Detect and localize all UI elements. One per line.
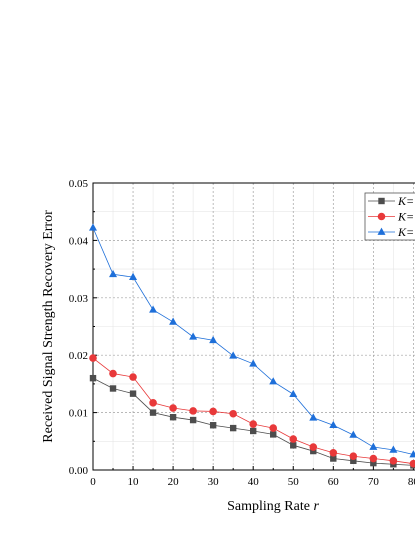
series-triangle — [89, 223, 415, 458]
data-point-circle — [389, 457, 398, 465]
x-axis-title: Sampling Rate r — [227, 499, 319, 514]
y-axis-title: Received Signal Strength Recovery Error — [41, 210, 56, 443]
x-tick-label: 60 — [328, 476, 340, 488]
data-point-circle — [169, 404, 177, 412]
legend: K=K=K= — [364, 192, 415, 241]
data-point-triangle — [149, 305, 158, 313]
data-point-triangle — [369, 442, 378, 450]
legend-label: K= — [397, 210, 414, 224]
data-point-circle — [309, 443, 318, 451]
data-point-circle — [369, 454, 378, 463]
data-point-square — [330, 455, 337, 462]
data-point-triangle — [309, 413, 318, 421]
x-tick-label: 80 — [408, 476, 415, 488]
data-point-triangle — [189, 332, 198, 340]
axis-ticks: 0 10 20 30 40 50 60 70 80 0.00 0.01 0.02 0.03 0.04 0.0… — [69, 178, 415, 488]
data-point-circle — [129, 373, 137, 381]
data-point-triangle — [409, 450, 415, 458]
data-point-circle — [209, 407, 217, 416]
x-tick-label: 0 — [90, 476, 96, 488]
series-square — [89, 374, 415, 469]
x-tick-label: 40 — [248, 476, 260, 488]
x-tick-label: 20 — [168, 476, 180, 488]
data-point-square — [290, 442, 297, 449]
data-point-circle — [89, 354, 97, 362]
legend-item: K= — [368, 194, 414, 208]
legend-label: K= — [397, 225, 414, 239]
data-point-triangle — [377, 227, 386, 235]
data-point-square — [370, 459, 377, 467]
y-tick-label: 0.03 — [69, 293, 89, 305]
data-point-triangle — [209, 335, 218, 344]
data-point-square — [209, 422, 217, 429]
data-point-square — [89, 374, 97, 382]
data-point-square — [129, 390, 137, 397]
data-point-circle — [249, 420, 257, 428]
data-point-triangle — [109, 269, 118, 278]
data-point-circle — [269, 424, 278, 432]
data-point-square — [149, 409, 157, 416]
data-point-triangle — [129, 272, 138, 280]
data-point-square — [189, 416, 197, 424]
data-point-circle — [377, 212, 386, 221]
data-point-circle — [349, 452, 358, 461]
data-point-square — [109, 385, 117, 392]
data-point-square — [229, 424, 237, 432]
series-circle — [89, 354, 415, 468]
data-point-square — [350, 457, 357, 465]
y-tick-label: 0.00 — [69, 465, 89, 477]
data-point-circle — [189, 407, 197, 415]
data-point-triangle — [249, 359, 258, 367]
legend-item: K= — [368, 210, 414, 224]
y-tick-label: 0.01 — [69, 408, 88, 420]
data-point-circle — [289, 435, 298, 443]
data-point-square — [270, 431, 277, 438]
data-point-triangle — [389, 445, 398, 453]
y-tick-label: 0.05 — [69, 178, 89, 190]
data-point-circle — [149, 399, 157, 407]
data-point-triangle — [269, 377, 278, 385]
data-point-triangle — [329, 420, 338, 429]
x-tick-label: 30 — [208, 476, 220, 488]
data-point-triangle — [89, 223, 97, 231]
y-tick-label: 0.02 — [69, 350, 88, 362]
x-tick-label: 10 — [128, 476, 140, 488]
data-point-circle — [409, 459, 415, 468]
x-tick-label: 50 — [288, 476, 300, 488]
y-tick-label: 0.04 — [69, 235, 89, 247]
data-point-square — [250, 427, 257, 435]
data-point-square — [169, 413, 177, 421]
legend-item: K= — [368, 225, 414, 239]
data-point-triangle — [169, 317, 178, 325]
x-axis-title-variable: r — [313, 499, 319, 514]
data-point-square — [310, 447, 317, 455]
data-point-triangle — [229, 351, 238, 359]
data-point-triangle — [289, 389, 298, 398]
data-point-circle — [229, 409, 237, 418]
data-point-triangle — [349, 430, 358, 438]
data-point-circle — [109, 369, 117, 378]
data-point-square — [378, 197, 385, 205]
x-axis-title-prefix: Sampling Rate — [227, 499, 313, 514]
x-tick-label: 70 — [368, 476, 380, 488]
legend-label: K= — [397, 194, 414, 208]
series-layer — [89, 223, 415, 469]
grid — [93, 183, 415, 470]
data-point-circle — [329, 448, 338, 457]
